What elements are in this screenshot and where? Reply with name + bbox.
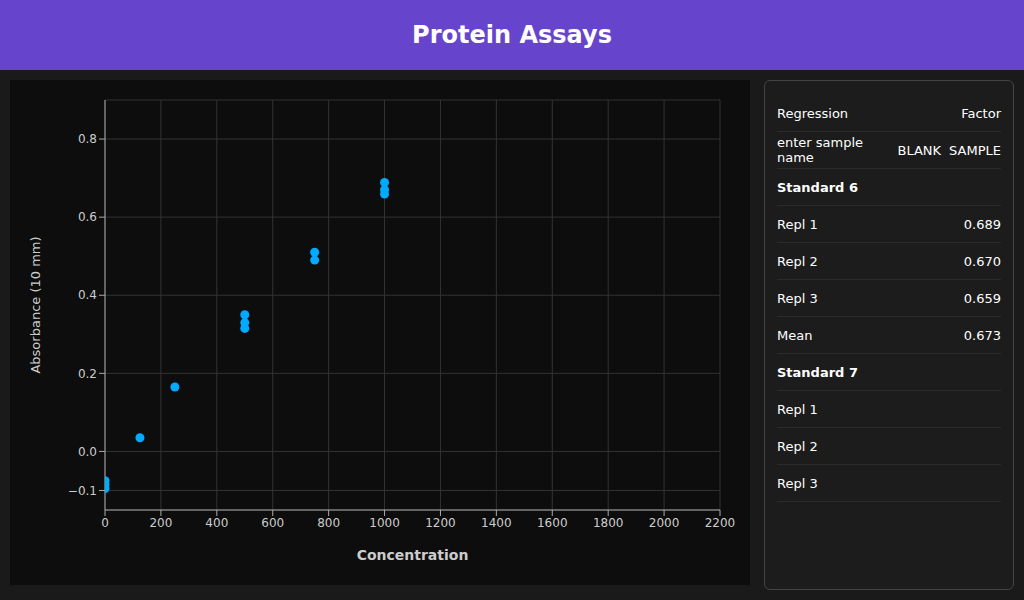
svg-text:1000: 1000 (369, 516, 400, 530)
svg-text:600: 600 (261, 516, 284, 530)
html-text:Repl 1: Repl 1 (777, 216, 818, 232)
html-text:Factor: Factor (961, 105, 1001, 121)
svg-text:0.2: 0.2 (78, 367, 97, 381)
svg-text:1800: 1800 (593, 516, 624, 530)
html-text:0.673: 0.673 (963, 327, 1001, 343)
svg-text:−0.1: −0.1 (68, 484, 97, 498)
svg-text:0: 0 (101, 516, 109, 530)
svg-text:1400: 1400 (481, 516, 512, 530)
svg-text:1200: 1200 (425, 516, 456, 530)
html-text:SAMPLE: SAMPLE (949, 142, 1001, 158)
html-text:Protein Assays: Protein Assays (412, 21, 612, 49)
svg-text:0.0: 0.0 (78, 445, 97, 459)
svg-text:Absorbance (10 mm): Absorbance (10 mm) (28, 236, 43, 373)
html-text:0.670: 0.670 (963, 253, 1001, 269)
html-text:Repl 3: Repl 3 (777, 475, 818, 491)
html-text:Repl 3: Repl 3 (777, 290, 818, 306)
svg-text:0.8: 0.8 (78, 132, 97, 146)
html-text:Repl 2: Repl 2 (777, 253, 818, 269)
html-text:0.689: 0.689 (963, 216, 1001, 232)
svg-text:Concentration: Concentration (357, 547, 469, 563)
svg-text:800: 800 (317, 516, 340, 530)
html-text:Repl 2: Repl 2 (777, 438, 818, 454)
svg-text:1600: 1600 (537, 516, 568, 530)
html-text:0.659: 0.659 (963, 290, 1001, 306)
html-text:Regression: Regression (777, 105, 849, 121)
svg-text:2000: 2000 (649, 516, 680, 530)
html-text:Standard 6: Standard 6 (777, 179, 858, 195)
svg-text:200: 200 (149, 516, 172, 530)
svg-text:0.6: 0.6 (78, 210, 97, 224)
html-text:enter sample name: enter sample name (777, 135, 864, 165)
svg-text:0.4: 0.4 (78, 288, 97, 302)
html-text:Repl 1: Repl 1 (777, 401, 818, 417)
html-text:Mean: Mean (777, 327, 813, 343)
svg-text:2200: 2200 (705, 516, 736, 530)
html-text:Standard 7: Standard 7 (777, 364, 858, 380)
svg-text:400: 400 (205, 516, 228, 530)
html-text:BLANK: BLANK (897, 142, 942, 158)
